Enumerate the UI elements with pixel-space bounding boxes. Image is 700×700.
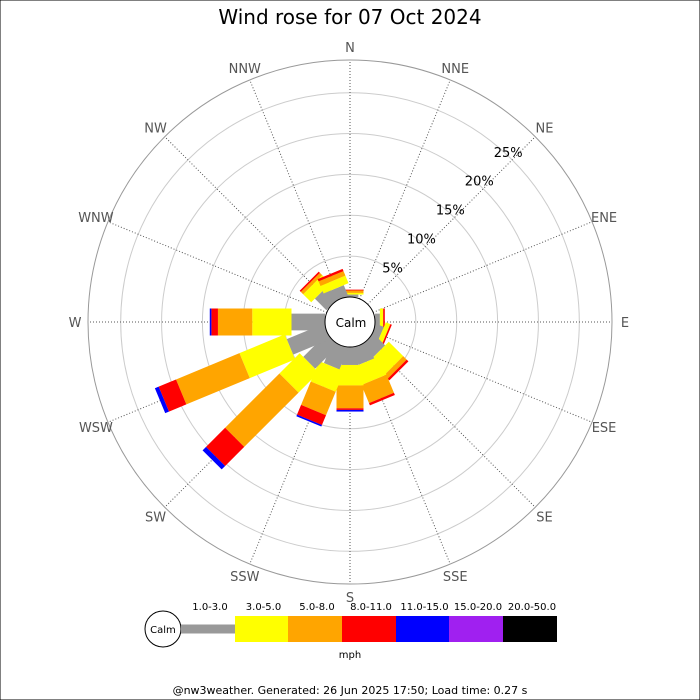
direction-label-nne: NNE [441,62,469,77]
direction-label-sw: SW [145,510,166,525]
legend-label-1: 3.0-5.0 [246,602,281,613]
bar-wsw-bin-2 [176,353,250,405]
bar-ssw-bin-4 [296,414,322,427]
bar-nnw-bin-1 [320,275,349,294]
legend-units: mph [339,650,361,661]
chart-title: Wind rose for 07 Oct 2024 [218,5,481,29]
bar-s-bin-2 [336,385,364,409]
spoke-wnw [107,221,328,313]
bar-wsw-bin-1 [239,334,296,379]
bar-sw-bin-3 [206,427,245,466]
legend-swatch-2 [288,616,342,642]
wind-bars [154,268,409,470]
legend-swatch-5 [449,616,503,642]
legend-swatch-0 [181,624,235,634]
legend-swatch-6 [503,616,557,642]
calm-circle [324,296,376,348]
bar-ssw-bin-2 [301,381,336,416]
bar-nnw-bin-0 [328,285,349,303]
bar-nnw-bin-2 [318,271,346,286]
bar-w-bin-3 [211,308,218,336]
bar-sse-bin-2 [361,374,394,404]
direction-label-s: S [346,591,354,606]
legend-label-4: 11.0-15.0 [400,602,448,613]
direction-label-nnw: NNW [229,62,261,77]
spoke-ene [372,221,593,313]
bar-se-bin-2 [384,356,407,379]
calm-label: Calm [336,316,367,330]
grid-ring [201,173,499,471]
direction-label-ne: NE [535,122,553,137]
direction-label-ene: ENE [591,211,617,226]
spoke-nw [164,136,333,305]
bar-ssw-bin-1 [310,361,345,392]
bar-e-bin-0 [375,313,380,331]
spoke-ne [367,136,536,305]
bar-wsw-bin-3 [158,379,187,412]
bar-nnw-bin-3 [317,268,344,282]
legend-label-3: 8.0-11.0 [350,602,392,613]
legend-calm-label: Calm [150,625,176,636]
legend-label-0: 1.0-3.0 [192,602,227,613]
bar-sw-bin-1 [279,353,319,393]
direction-label-ssw: SSW [230,570,260,585]
bar-s-bin-1 [336,364,364,386]
bar-ssw-bin-3 [296,404,327,426]
bar-wsw-bin-4 [154,386,169,414]
direction-label-e: E [621,316,629,331]
direction-label-se: SE [536,510,552,525]
direction-label-nw: NW [144,122,167,137]
legend-swatch-3 [342,616,396,642]
footer-text: @nw3weather. Generated: 26 Jun 2025 17:5… [173,684,528,697]
radial-tick-label: 10% [407,233,436,248]
radial-tick-labels: 5% 10%15%20%25% [382,146,522,277]
spoke-nne [359,79,451,300]
radial-tick-label: 5% [382,261,403,276]
bar-nw-bin-2 [300,272,323,295]
spoke-ese [372,331,593,423]
legend-swatch-4 [396,616,449,642]
direction-label-wsw: WSW [79,421,113,436]
spoke-nnw [249,79,341,300]
bar-e-bin-3 [383,308,385,336]
legend-label-6: 20.0-50.0 [508,602,556,613]
bar-w-bin-1 [252,308,292,336]
bar-s-bin-3 [336,408,364,410]
legend-swatch-1 [235,616,288,642]
speed-legend: Calm mph 1.0-3.0 3.0-5.0 5.0-8.0 8.0-11.0 11… [144,602,557,661]
direction-label-n: N [345,41,355,56]
bar-w-bin-0 [291,313,325,331]
direction-label-sse: SSE [443,570,468,585]
bar-wsw-bin-0 [286,323,331,355]
bar-nw-bin-3 [299,271,320,292]
radial-tick-label: 15% [436,204,465,219]
grid-outer-ring [87,59,613,585]
radial-tick-label: 20% [465,175,494,190]
legend-label-5: 15.0-20.0 [454,602,502,613]
direction-label-w: W [69,316,82,331]
bar-sw-bin-2 [225,373,299,447]
calm-center: Calm [324,296,376,348]
radial-tick-label: 25% [494,146,523,161]
legend-label-2: 5.0-8.0 [299,602,334,613]
direction-label-ese: ESE [592,421,617,436]
bar-s-bin-4 [336,409,364,412]
bar-w-bin-2 [217,308,253,336]
grid-ring [161,133,539,511]
bar-e-bin-1 [379,308,384,336]
bar-se-bin-3 [387,359,409,381]
bar-w-bin-4 [209,308,212,336]
bar-sse-bin-3 [368,392,395,406]
bar-sw-bin-0 [303,333,339,369]
direction-label-wnw: WNW [78,211,114,226]
bar-sw-bin-4 [202,446,226,470]
